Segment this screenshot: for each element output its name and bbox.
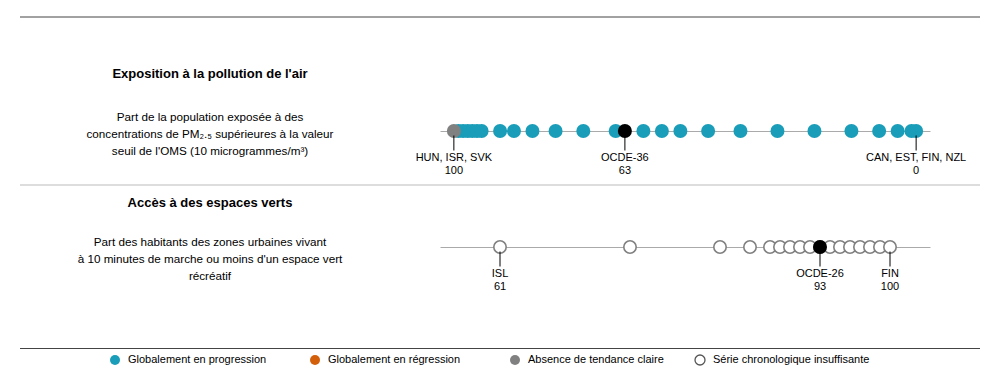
dot — [549, 124, 563, 138]
annotation-value: 100 — [445, 164, 463, 176]
dot — [807, 124, 821, 138]
annotation-tick — [890, 252, 891, 267]
annotation-tick — [453, 136, 454, 151]
legend-symbol — [510, 355, 520, 365]
dot — [814, 241, 826, 253]
top-border — [20, 17, 980, 18]
annotation-value: 100 — [881, 280, 899, 292]
annotation-tick — [624, 136, 625, 151]
annotation-label: ISL — [492, 267, 509, 279]
dot — [655, 124, 669, 138]
legend-symbol — [110, 355, 120, 365]
annotation-value: 63 — [619, 164, 631, 176]
dot — [891, 124, 905, 138]
annotation-label: HUN, ISR, SVK — [416, 151, 493, 163]
row-title: Exposition à la pollution de l'air — [112, 66, 307, 81]
dot-row: Accès à des espaces verts Part des habita… — [78, 195, 931, 292]
dot — [770, 124, 784, 138]
dot — [507, 124, 521, 138]
row-subtitle: Part des habitants des zones urbaines vi… — [78, 235, 343, 282]
annotation-label: FIN — [881, 267, 899, 279]
annotation-tick — [500, 252, 501, 267]
legend-label: Absence de tendance claire — [528, 353, 664, 365]
chart: Exposition à la pollution de l'air Part d… — [0, 0, 1000, 374]
row-separator — [20, 185, 980, 186]
dots — [494, 240, 896, 254]
annotation-value: 0 — [913, 164, 919, 176]
dot — [576, 124, 590, 138]
dot-row: Exposition à la pollution de l'air Part d… — [86, 66, 966, 176]
row-title: Accès à des espaces verts — [128, 195, 293, 210]
annotation-label: CAN, EST, FIN, NZL — [866, 151, 966, 163]
annotation-tick — [916, 136, 917, 151]
dot — [744, 241, 756, 253]
dot — [493, 124, 507, 138]
legend-label: Globalement en progression — [128, 353, 266, 365]
dots — [447, 124, 923, 138]
legend-symbol — [310, 355, 320, 365]
dot — [714, 241, 726, 253]
row-subtitle: Part de la population exposée à des conce… — [86, 110, 333, 157]
dot — [872, 124, 886, 138]
legend-symbol — [695, 355, 705, 365]
annotation-label: OCDE-36 — [601, 151, 649, 163]
dot — [475, 124, 489, 138]
bottom-border — [20, 348, 980, 349]
dot — [844, 124, 858, 138]
annotation-label: OCDE-26 — [796, 267, 844, 279]
dot — [624, 241, 636, 253]
dot — [636, 124, 650, 138]
row-subtitle-line: à 10 minutes de marche ou moins d'un esp… — [78, 252, 343, 265]
dot — [494, 241, 506, 253]
dot — [884, 241, 896, 253]
legend-label: Série chronologique insuffisante — [713, 353, 869, 365]
annotation-value: 93 — [814, 280, 826, 292]
legend-label: Globalement en régression — [328, 353, 460, 365]
annotation-value: 61 — [494, 280, 506, 292]
annotation-tick — [820, 252, 821, 267]
row-subtitle-line: Part de la population exposée à des — [117, 110, 304, 123]
row-subtitle-line: concentrations de PM₂.₅ supérieures à la… — [86, 127, 333, 140]
row-subtitle-line: Part des habitants des zones urbaines vi… — [94, 235, 327, 248]
row-subtitle-line: récréatif — [189, 269, 232, 282]
legend: Globalement en progression Globalement en… — [110, 353, 869, 365]
dot — [673, 124, 687, 138]
dot — [525, 124, 539, 138]
row-subtitle-line: seuil de l'OMS (10 microgrammes/m³) — [112, 144, 309, 157]
dot — [701, 124, 715, 138]
dot — [733, 124, 747, 138]
